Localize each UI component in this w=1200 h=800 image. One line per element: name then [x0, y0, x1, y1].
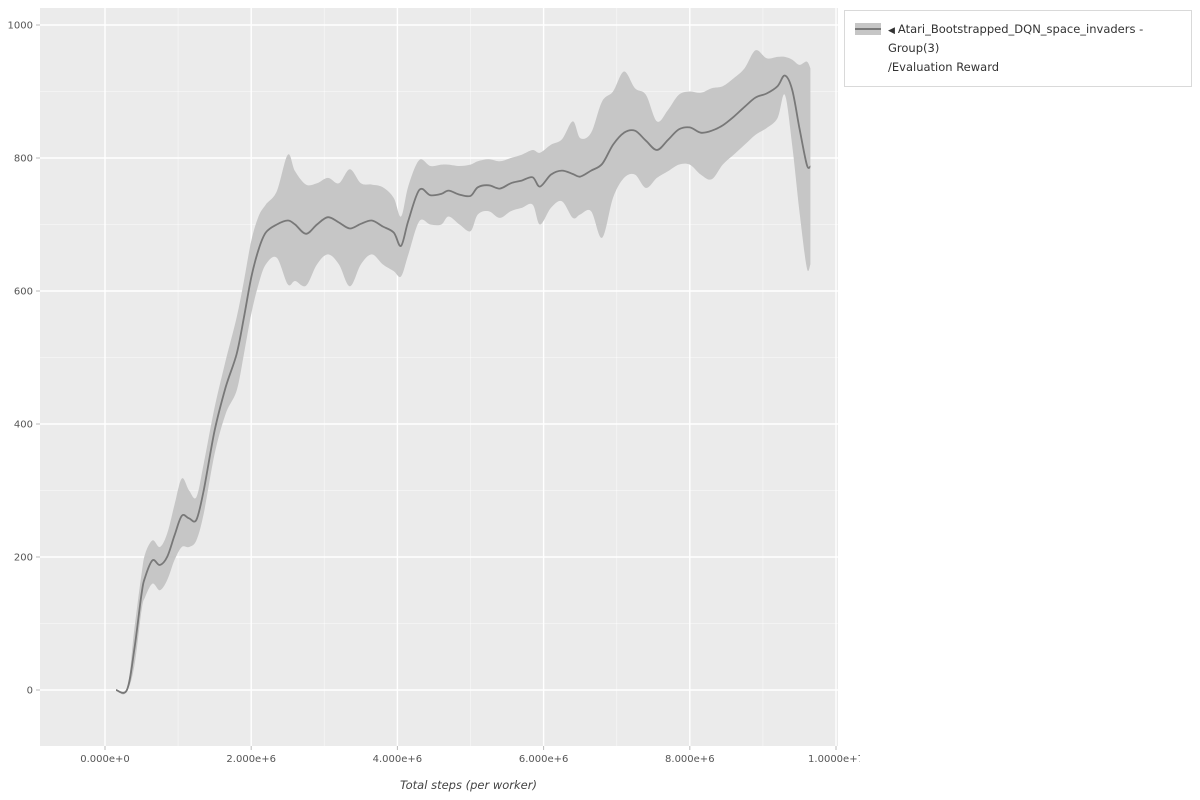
- x-tick-label: 4.000e+6: [373, 754, 423, 765]
- x-tick-label: 2.000e+6: [226, 754, 276, 765]
- legend-label[interactable]: ◀ Atari_Bootstrapped_DQN_space_invaders -…: [888, 20, 1181, 77]
- x-tick-label: 6.000e+6: [519, 754, 569, 765]
- y-tick-label: 800: [14, 154, 33, 165]
- legend-line-swatch: [855, 28, 881, 30]
- y-tick-label: 400: [14, 420, 33, 431]
- x-axis-title: Total steps (per worker): [400, 778, 537, 792]
- confidence-band: [116, 50, 811, 695]
- x-tick-label: 1.0000e+7: [808, 754, 860, 765]
- y-tick-label: 0: [27, 686, 33, 697]
- reward-chart[interactable]: 0.000e+0 2.000e+6 4.000e+6 6.000e+6 8.000e+6…: [0, 0, 860, 800]
- y-tick-label: 200: [14, 553, 33, 564]
- x-tick-label: 8.000e+6: [665, 754, 715, 765]
- legend-label-line1: Atari_Bootstrapped_DQN_space_invaders - …: [888, 22, 1144, 55]
- x-tick-label: 0.000e+0: [80, 754, 130, 765]
- legend-series-swatch: [855, 23, 881, 35]
- collapse-triangle-icon[interactable]: ◀: [888, 26, 895, 36]
- legend-box[interactable]: ◀ Atari_Bootstrapped_DQN_space_invaders -…: [844, 10, 1192, 87]
- y-tick-label: 1000: [8, 21, 33, 32]
- y-tick-label: 600: [14, 287, 33, 298]
- series-line: [115, 74, 812, 694]
- chart-canvas[interactable]: 0.000e+0 2.000e+6 4.000e+6 6.000e+6 8.000e+6…: [0, 0, 860, 800]
- legend-label-line2: /Evaluation Reward: [888, 59, 1000, 74]
